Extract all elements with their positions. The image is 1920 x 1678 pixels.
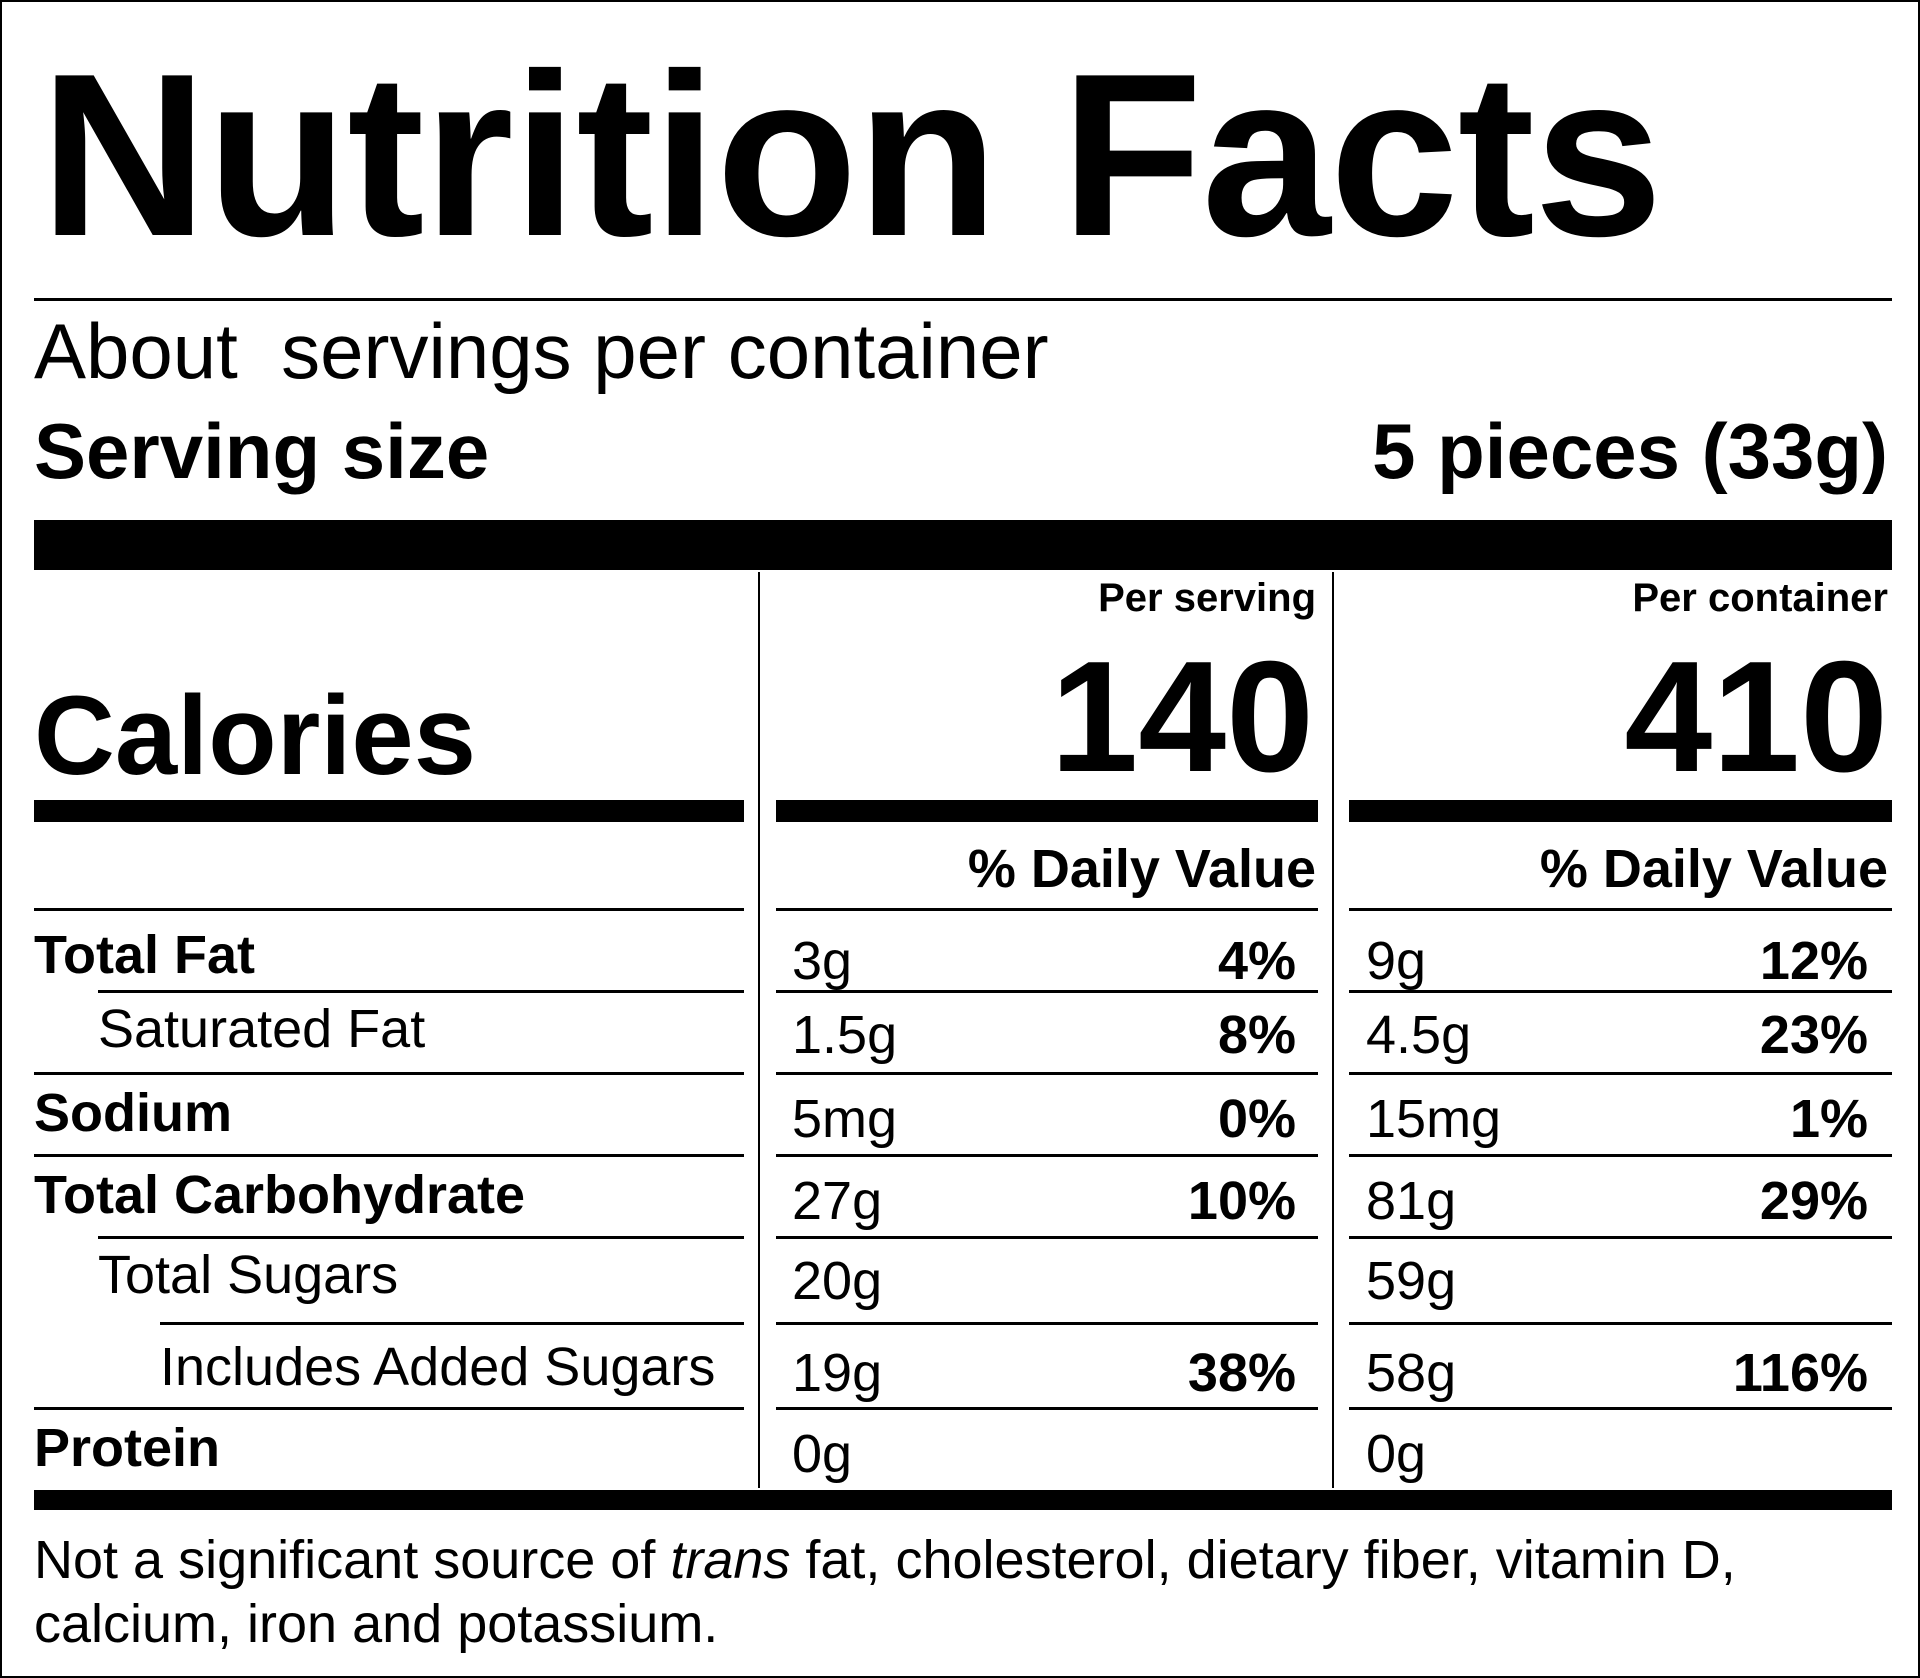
row-separator-left <box>34 1407 744 1410</box>
container-daily-value: 116% <box>1732 1343 1868 1403</box>
nutrient-name: Saturated Fat <box>98 999 426 1059</box>
serving-size-label: Serving size <box>34 407 490 495</box>
servings-per-container: About servings per container <box>34 307 1049 395</box>
container-amount: 0g <box>1366 1424 1427 1484</box>
per-container-header: Per container <box>1632 576 1888 620</box>
container-amount: 59g <box>1366 1251 1457 1311</box>
row-separator-left <box>34 1072 744 1075</box>
calories-per-serving: 140 <box>1050 629 1314 805</box>
container-amount: 81g <box>1366 1171 1457 1231</box>
row-separator-middle <box>776 1407 1318 1410</box>
row-separator-middle <box>776 1072 1318 1075</box>
dv-heading-container: % Daily Value <box>1539 839 1888 899</box>
serving-amount: 27g <box>792 1171 883 1231</box>
nutrient-name: Total Sugars <box>98 1245 399 1305</box>
row-separator-left <box>98 1236 744 1239</box>
row-separator-middle <box>776 908 1318 911</box>
container-amount: 58g <box>1366 1343 1457 1403</box>
nutrient-name: Protein <box>34 1418 221 1478</box>
serving-amount: 5mg <box>792 1089 898 1149</box>
row-separator-middle <box>776 1154 1318 1157</box>
container-daily-value: 23% <box>1759 1005 1868 1065</box>
container-amount: 9g <box>1366 931 1427 991</box>
container-daily-value: 29% <box>1759 1171 1868 1231</box>
row-separator-right <box>1349 990 1892 993</box>
serving-daily-value: 0% <box>1217 1089 1296 1149</box>
row-separator-right <box>1349 1407 1892 1410</box>
row-separator-left <box>98 990 744 993</box>
row-separator-right <box>1349 908 1892 911</box>
serving-daily-value: 38% <box>1187 1343 1296 1403</box>
nutrient-name: Sodium <box>34 1083 232 1143</box>
nutrient-name: Includes Added Sugars <box>160 1337 716 1397</box>
calories-bar-middle <box>776 800 1318 822</box>
column-divider-1 <box>758 572 760 1488</box>
container-amount: 4.5g <box>1366 1005 1472 1065</box>
title-rule <box>34 298 1892 301</box>
row-separator-right <box>1349 1072 1892 1075</box>
row-separator-right <box>1349 1236 1892 1239</box>
serving-amount: 1.5g <box>792 1005 898 1065</box>
container-daily-value: 12% <box>1759 931 1868 991</box>
row-separator-right <box>1349 1154 1892 1157</box>
row-separator-left <box>34 908 744 911</box>
per-serving-header: Per serving <box>1098 576 1316 620</box>
serving-size-value: 5 pieces (33g) <box>1372 407 1888 495</box>
nutrient-name: Total Fat <box>34 925 255 985</box>
serving-amount: 19g <box>792 1343 883 1403</box>
calories-bar-left <box>34 800 744 822</box>
serving-amount: 3g <box>792 931 853 991</box>
container-amount: 15mg <box>1366 1089 1502 1149</box>
row-separator-left <box>160 1322 744 1325</box>
nutrient-name: Total Carbohydrate <box>34 1165 526 1225</box>
row-separator-middle <box>776 1322 1318 1325</box>
footnote-italic: trans <box>670 1530 791 1590</box>
bottom-thick-bar <box>34 1490 1892 1510</box>
serving-daily-value: 10% <box>1187 1171 1296 1231</box>
row-separator-middle <box>776 1236 1318 1239</box>
serving-daily-value: 8% <box>1217 1005 1296 1065</box>
calories-per-container: 410 <box>1624 629 1888 805</box>
calories-label: Calories <box>34 673 476 798</box>
serving-daily-value: 4% <box>1217 931 1296 991</box>
serving-amount: 0g <box>792 1424 853 1484</box>
dv-heading-serving: % Daily Value <box>967 839 1316 899</box>
row-separator-left <box>34 1154 744 1157</box>
row-separator-right <box>1349 1322 1892 1325</box>
container-daily-value: 1% <box>1789 1089 1868 1149</box>
label-title: Nutrition Facts <box>40 26 1663 285</box>
footnote: Not a significant source of trans fat, c… <box>34 1528 1864 1656</box>
calories-bar-right <box>1349 800 1892 822</box>
column-divider-2 <box>1332 572 1334 1488</box>
serving-thick-bar <box>34 520 1892 570</box>
footnote-text-after: fat, cholesterol, dietary fiber, vitamin… <box>34 1530 1736 1654</box>
serving-amount: 20g <box>792 1251 883 1311</box>
footnote-text-before: Not a significant source of <box>34 1530 671 1590</box>
row-separator-middle <box>776 990 1318 993</box>
